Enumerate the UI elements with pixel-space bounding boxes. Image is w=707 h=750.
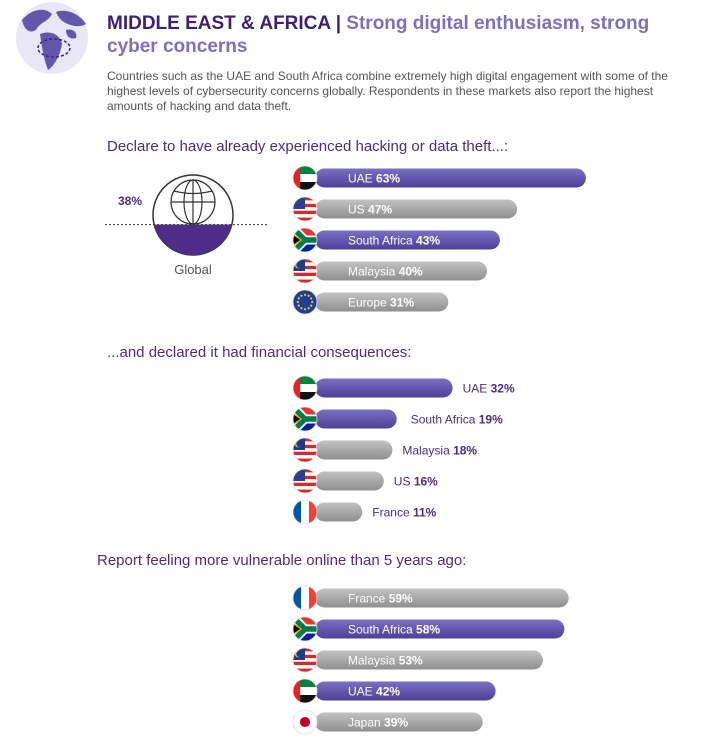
flag-japan-icon	[292, 709, 318, 735]
flag-malaysia-icon	[292, 647, 318, 673]
bar-label-malaysia: Malaysia 18%	[402, 444, 477, 458]
bar-france	[315, 502, 363, 522]
flag-france-icon	[292, 585, 318, 611]
flag-malaysia-icon	[292, 437, 318, 463]
intro-text: Countries such as the UAE and South Afri…	[107, 69, 668, 113]
bar-label-south-africa: South Africa 43%	[348, 234, 440, 248]
flag-south-africa-icon	[292, 406, 318, 432]
bar-uae	[315, 378, 453, 398]
bar-label-europe: Europe 31%	[348, 296, 414, 310]
bar-uae	[315, 168, 586, 188]
section-title-financial: ...and declared it had financial consequ…	[107, 344, 412, 361]
bar-south-africa	[315, 619, 565, 639]
flag-us-icon	[292, 468, 318, 494]
bar-malaysia	[315, 440, 393, 460]
bar-label-malaysia: Malaysia 53%	[348, 654, 423, 668]
bar-label-japan: Japan 39%	[348, 716, 408, 730]
bar-us	[315, 199, 518, 219]
flag-france-icon	[292, 499, 318, 525]
bar-label-us: US 47%	[348, 203, 392, 217]
bar-label-france: France 59%	[348, 592, 413, 606]
bar-france	[315, 588, 569, 608]
flag-uae-icon	[292, 678, 318, 704]
bar-label-malaysia: Malaysia 40%	[348, 265, 423, 279]
globe-icon	[170, 179, 216, 225]
bar-label-uae: UAE 63%	[348, 172, 400, 186]
bar-label-uae: UAE 32%	[463, 382, 515, 396]
section-title-hacking: Declare to have already experienced hack…	[107, 138, 509, 155]
section-title-vulnerable: Report feeling more vulnerable online th…	[97, 552, 467, 569]
bar-south-africa	[315, 230, 500, 250]
bar-japan	[315, 712, 483, 732]
page-title: MIDDLE EAST & AFRICA | Strong digital en…	[107, 12, 687, 58]
global-percent: 38%	[118, 194, 142, 208]
world-map-icon	[16, 2, 88, 74]
bar-malaysia	[315, 261, 487, 281]
chart-vulnerable: France 59% South Africa 58% Malaysia 53% UA…	[292, 585, 569, 735]
global-label: Global	[174, 262, 212, 277]
flag-south-africa-icon	[292, 616, 318, 642]
bar-label-france: France 11%	[372, 506, 436, 520]
chart-financial: UAE 32% South Africa 19% Malaysia 18% US 16…	[292, 375, 515, 525]
bar-malaysia	[315, 650, 543, 670]
title-bold: MIDDLE EAST & AFRICA |	[107, 13, 342, 34]
bar-uae	[315, 681, 496, 701]
flag-malaysia-icon	[292, 258, 318, 284]
global-stat: 38% Global	[105, 174, 268, 277]
flag-south-africa-icon	[292, 227, 318, 253]
bar-europe	[315, 292, 449, 312]
title-light: Strong digital enthusiasm, strong cyber …	[107, 13, 650, 57]
chart-hacking: UAE 63% US 47% South Africa 43% Malaysia 40…	[292, 165, 586, 315]
bar-label-south-africa: South Africa 19%	[411, 413, 503, 427]
flag-uae-icon	[292, 375, 318, 401]
flag-uae-icon	[292, 165, 318, 191]
bar-label-us: US 16%	[394, 475, 438, 489]
flag-us-icon	[292, 196, 318, 222]
bar-south-africa	[315, 409, 397, 429]
bar-label-south-africa: South Africa 58%	[348, 623, 440, 637]
flag-eu-icon	[292, 289, 318, 315]
bar-us	[315, 471, 384, 491]
bar-label-uae: UAE 42%	[348, 685, 400, 699]
